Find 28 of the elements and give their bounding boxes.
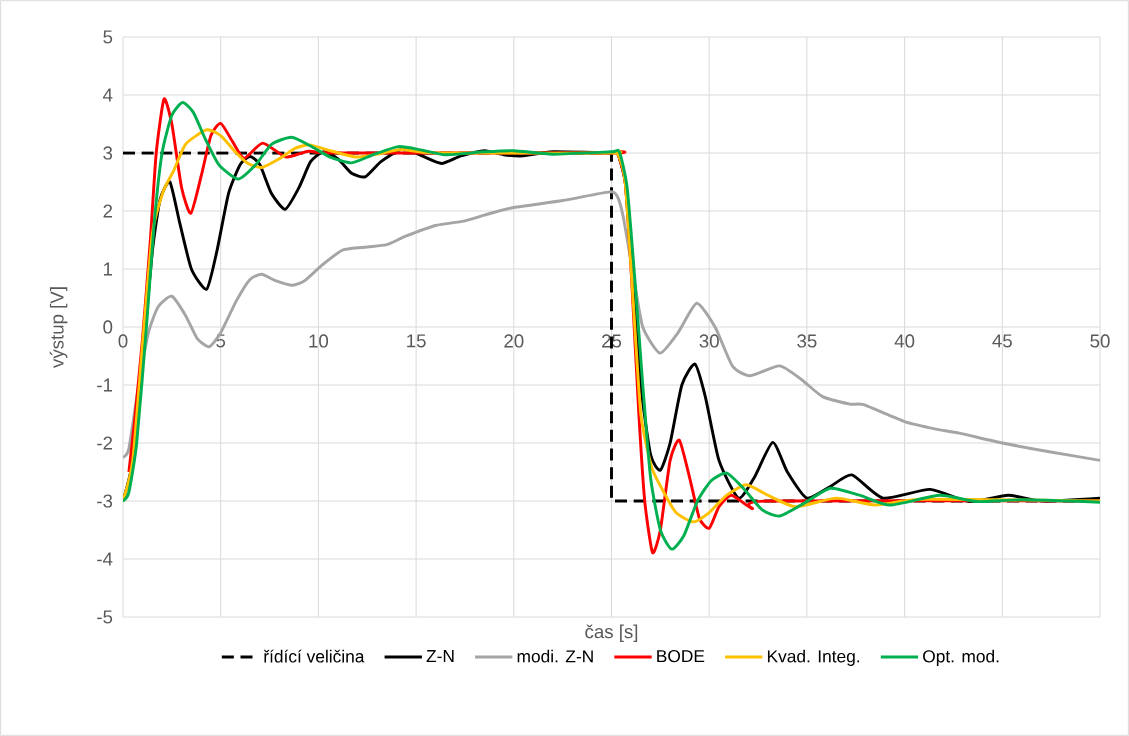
legend-label: BODE [657,649,705,663]
y-tick-label: -3 [97,494,113,508]
y-tick-label: -4 [97,552,113,566]
y-tick-label: 0 [103,320,113,334]
x-tick-label: 30 [699,334,719,348]
y-tick-label: -2 [97,436,113,450]
x-tick-label: 50 [1090,334,1110,348]
y-axis-title: výstup [V] [49,287,68,368]
legend-label: Z-N [426,650,454,662]
y-tick-label: 3 [103,146,113,160]
y-tick-label: 1 [104,262,113,276]
y-tick-label: 2 [103,204,113,218]
y-tick-label: 4 [102,88,113,102]
legend-label: modi. Z-N [517,649,593,663]
x-tick-label: 0 [118,334,128,348]
x-tick-label: 10 [309,334,329,348]
y-tick-label: -1 [97,378,113,392]
x-tick-label: 45 [992,334,1012,348]
x-tick-label: 15 [407,334,426,348]
x-tick-label: 40 [894,334,915,348]
legend-label: Kvad. Integ. [767,649,860,666]
x-tick-label: 35 [797,334,817,348]
legend-label: Opt. mod. [923,649,999,666]
y-tick-label: -5 [97,610,113,624]
x-axis-title: čas [s] [585,624,638,642]
x-tick-label: 20 [504,334,524,348]
legend-label: řídící veličina [263,649,365,663]
y-tick-label: 5 [103,30,113,44]
